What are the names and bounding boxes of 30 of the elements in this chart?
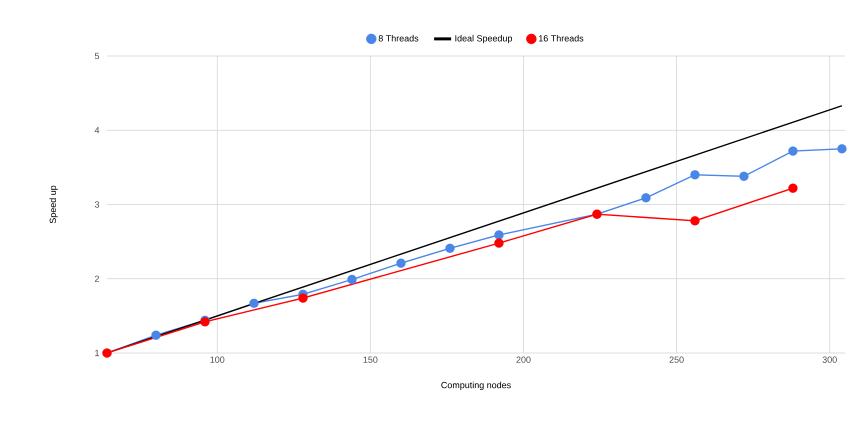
point [494,238,504,248]
legend-label: 8 Threads [378,34,418,42]
point [788,183,798,193]
point [151,330,161,340]
x-tick-label: 200 [516,356,531,363]
y-tick-label: 4 [94,127,100,134]
x-tick-label: 100 [210,356,224,363]
point [837,144,847,154]
x-tick-label: 150 [364,356,378,363]
legend-label: 16 Threads [539,34,584,42]
point [739,172,749,181]
point [788,146,798,156]
y-tick-label: 2 [94,276,100,282]
x-tick-label: 300 [822,356,837,363]
x-tick-label: 250 [670,356,684,363]
y-tick-label: 1 [95,350,100,356]
x-axis-title: Computing nodes [441,382,511,390]
point [690,170,700,180]
point [641,193,651,203]
legend-label: Ideal Speedup [455,34,512,44]
point [347,274,357,284]
point [396,258,406,268]
y-tick-label: 3 [94,201,100,208]
point [298,293,308,303]
point [494,230,504,240]
point [249,298,259,308]
point [445,244,455,253]
y-axis-title: Speed up [49,186,58,224]
y-tick-label: 5 [94,52,100,60]
point [690,216,700,226]
